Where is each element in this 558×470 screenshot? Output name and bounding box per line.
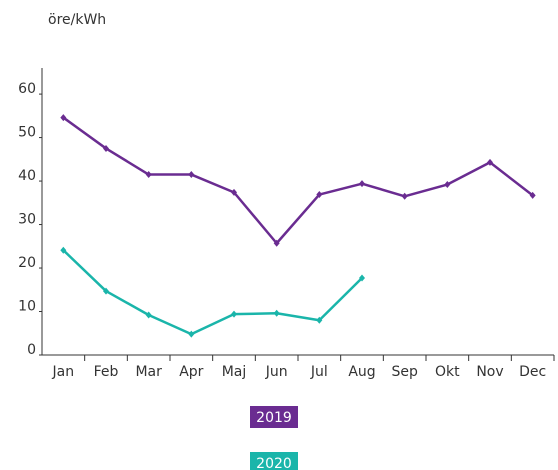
y-tick-label: 60	[18, 81, 36, 97]
point	[60, 114, 67, 122]
x-tick-label: Maj	[222, 364, 247, 380]
y-tick-label: 30	[18, 212, 36, 228]
point	[103, 287, 109, 295]
y-tick-label: 10	[18, 299, 36, 315]
y-tick-label: 50	[18, 125, 36, 141]
point	[231, 310, 237, 318]
point	[316, 191, 323, 199]
y-tick-label: 0	[27, 342, 36, 358]
point	[316, 316, 323, 324]
point	[401, 192, 408, 200]
point	[444, 181, 451, 189]
x-tick-label: Sep	[391, 364, 418, 380]
point	[188, 171, 195, 179]
legend-label: 2020	[256, 456, 292, 470]
x-tick-label: Dec	[519, 364, 546, 380]
point	[231, 188, 237, 196]
x-tick-label: Okt	[435, 364, 460, 380]
point	[103, 144, 109, 152]
point	[529, 191, 536, 199]
y-axis-label: öre/kWh	[48, 12, 106, 28]
x-tick-label: Jun	[265, 364, 288, 380]
y-tick-label: 40	[18, 168, 36, 184]
point	[273, 239, 280, 247]
x-tick-label: Feb	[94, 364, 119, 380]
point	[145, 171, 152, 179]
point	[273, 309, 280, 317]
legend-swatch	[250, 452, 298, 470]
x-tick-label: Jan	[52, 364, 75, 380]
point	[188, 330, 195, 338]
y-tick-label: 20	[18, 255, 36, 271]
point	[145, 311, 152, 319]
legend-swatch	[250, 406, 298, 428]
x-tick-label: Apr	[179, 364, 203, 380]
x-tick-label: Aug	[348, 364, 375, 380]
point	[487, 158, 493, 166]
x-tick-label: Mar	[135, 364, 162, 380]
series-line	[62, 116, 534, 245]
point	[60, 246, 67, 254]
point	[359, 274, 365, 282]
x-tick-label: Jul	[310, 364, 328, 380]
x-tick-label: Nov	[476, 364, 503, 380]
point	[359, 180, 365, 188]
series-line	[62, 249, 363, 336]
legend-label: 2019	[256, 410, 292, 426]
